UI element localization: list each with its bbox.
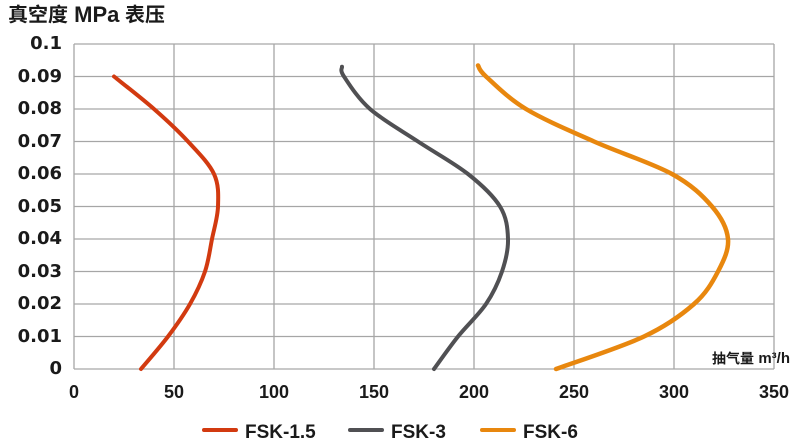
chart-title: MPa: [8, 1, 165, 29]
y-tick-label: 0.05: [17, 195, 62, 217]
x-tick-label: 0: [68, 382, 79, 402]
cjk-char: [145, 5, 165, 24]
y-tick-label: 0.06: [17, 163, 62, 184]
latin-text: m³/h: [754, 350, 790, 367]
y-tick-label: 0.07: [17, 130, 62, 152]
x-tick-label: 100: [258, 382, 290, 402]
cjk-char: [726, 351, 740, 365]
cjk-char: [712, 351, 726, 365]
curve-FSK-1.5: [112, 74, 221, 371]
x-tick-label: 150: [358, 382, 390, 402]
x-axis-unit-label: m³/h: [712, 350, 790, 367]
cjk-char: [29, 4, 47, 24]
y-tick-label: 0.08: [17, 98, 62, 119]
curve-FSK-6: [475, 63, 731, 372]
y-tick-label: 0.01: [17, 325, 62, 347]
x-tick-label: 350: [758, 382, 790, 402]
y-tick-label: 0.04: [17, 228, 62, 249]
cjk-char: [740, 351, 754, 364]
x-tick-label: 50: [163, 382, 185, 402]
y-tick-label: 0.09: [17, 65, 62, 87]
y-tick-label: 0.1: [30, 33, 62, 54]
curve-FSK-3: [339, 64, 511, 371]
cjk-char: [8, 4, 28, 24]
y-tick-label: 0.03: [17, 260, 62, 282]
latin-text: MPa: [68, 2, 126, 27]
series-curves: [112, 63, 731, 372]
x-tick-label: 250: [558, 382, 590, 402]
x-tick-label: 300: [658, 382, 690, 402]
cjk-char: [125, 4, 146, 24]
y-tick-label: 0.02: [17, 293, 62, 314]
x-tick-label: 200: [458, 382, 490, 402]
y-tick-label: 0: [49, 358, 62, 379]
cjk-char: [48, 4, 68, 24]
